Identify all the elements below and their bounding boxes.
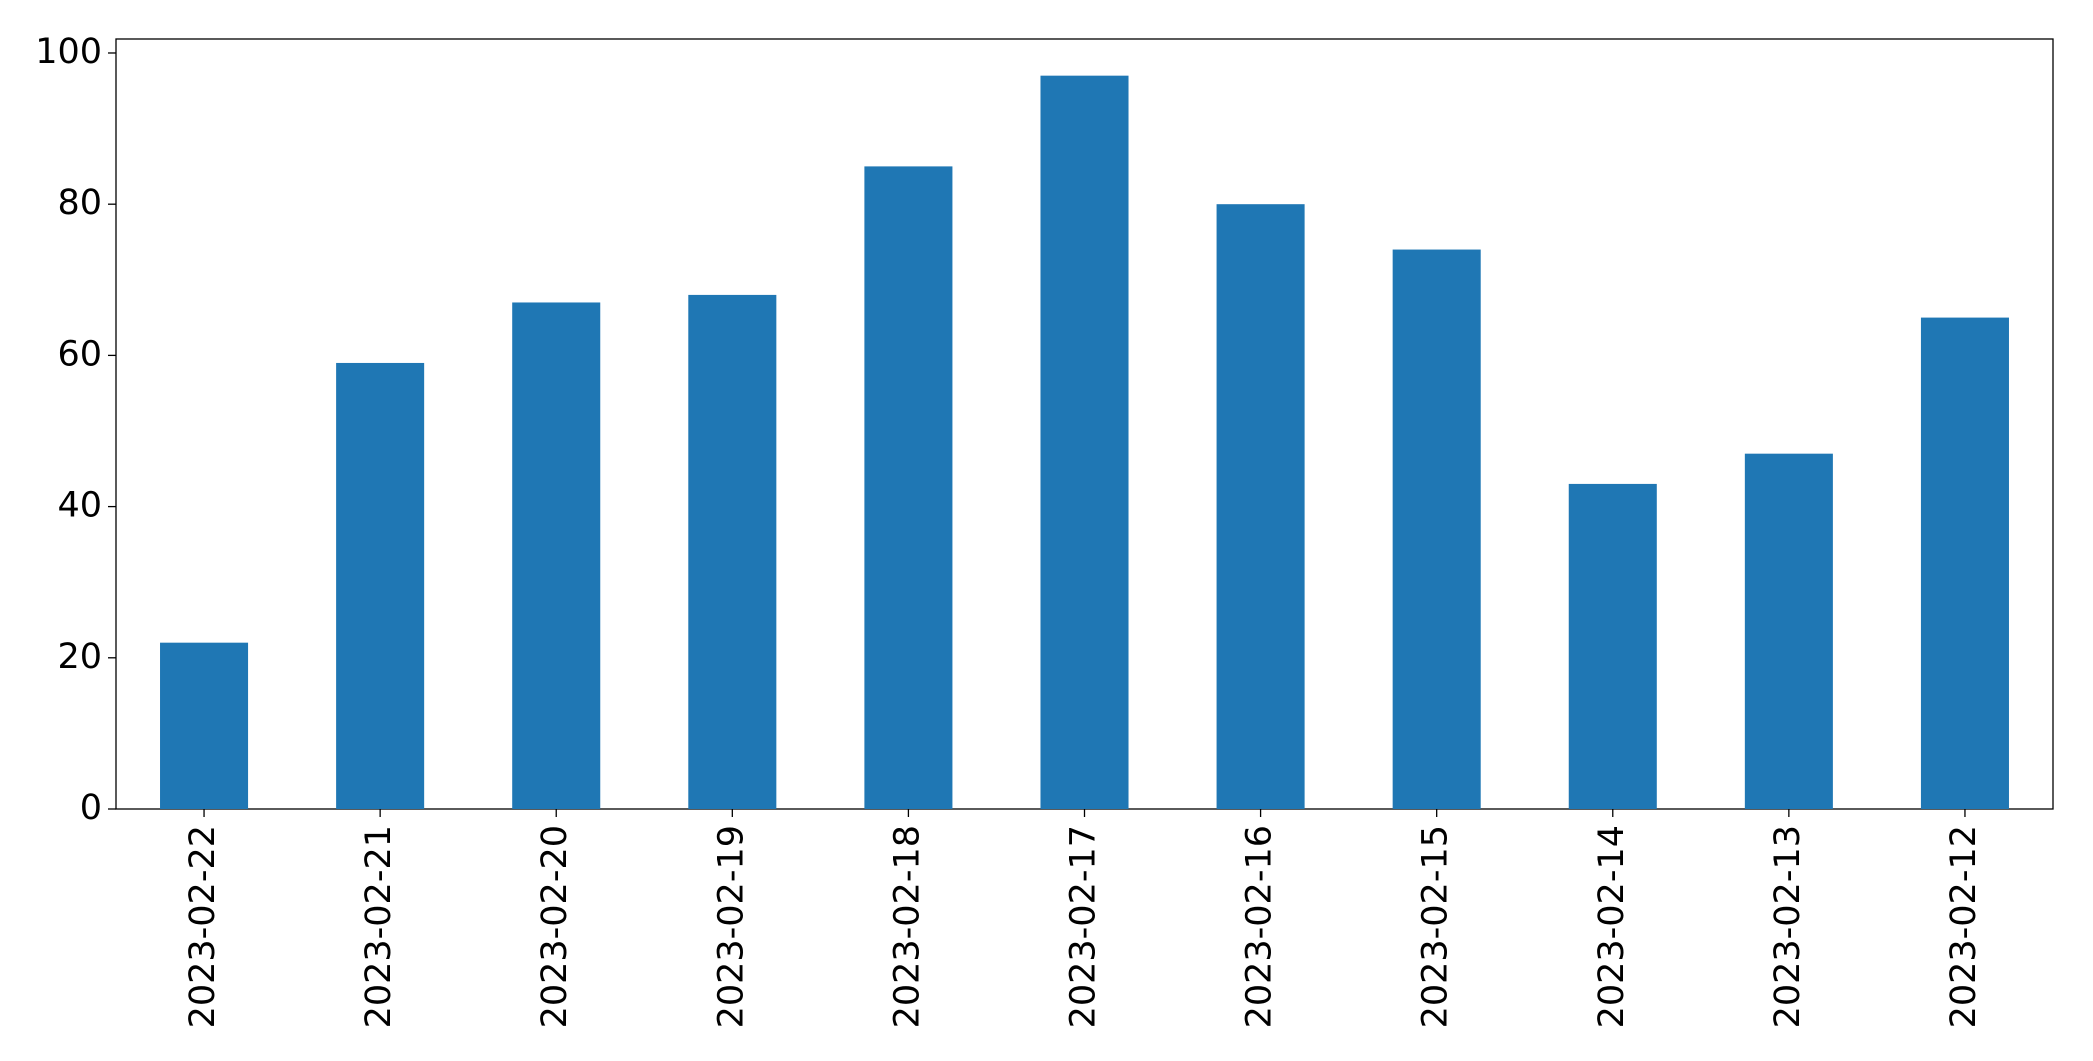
y-tick-label: 80 bbox=[57, 183, 102, 223]
y-tick-label: 60 bbox=[57, 334, 102, 374]
bar bbox=[1744, 453, 1833, 809]
x-tick-label: 2023-02-14 bbox=[1592, 825, 1632, 1028]
x-tick-label: 2023-02-12 bbox=[1944, 825, 1984, 1028]
bar bbox=[864, 166, 953, 810]
y-tick-label: 40 bbox=[57, 486, 102, 526]
bar bbox=[1392, 249, 1481, 810]
y-tick-label: 20 bbox=[57, 637, 102, 677]
bar bbox=[1216, 204, 1305, 809]
bar bbox=[160, 642, 249, 809]
bar bbox=[688, 294, 777, 809]
bar bbox=[512, 302, 601, 809]
y-tick-label: 100 bbox=[35, 32, 102, 72]
x-tick-label: 2023-02-15 bbox=[1416, 825, 1456, 1028]
x-tick-label: 2023-02-18 bbox=[887, 825, 927, 1028]
x-tick-label: 2023-02-22 bbox=[183, 825, 223, 1028]
x-tick-label: 2023-02-17 bbox=[1064, 825, 1104, 1028]
x-tick-label: 2023-02-19 bbox=[711, 825, 751, 1028]
bar bbox=[1568, 483, 1657, 809]
bar bbox=[1920, 317, 2009, 809]
bar bbox=[336, 362, 425, 809]
x-tick-label: 2023-02-13 bbox=[1768, 825, 1808, 1028]
bar bbox=[1040, 75, 1129, 809]
x-tick-label: 2023-02-21 bbox=[359, 825, 399, 1028]
x-tick-label: 2023-02-16 bbox=[1240, 825, 1280, 1028]
x-tick-label: 2023-02-20 bbox=[535, 825, 575, 1028]
y-tick-label: 0 bbox=[80, 788, 102, 828]
